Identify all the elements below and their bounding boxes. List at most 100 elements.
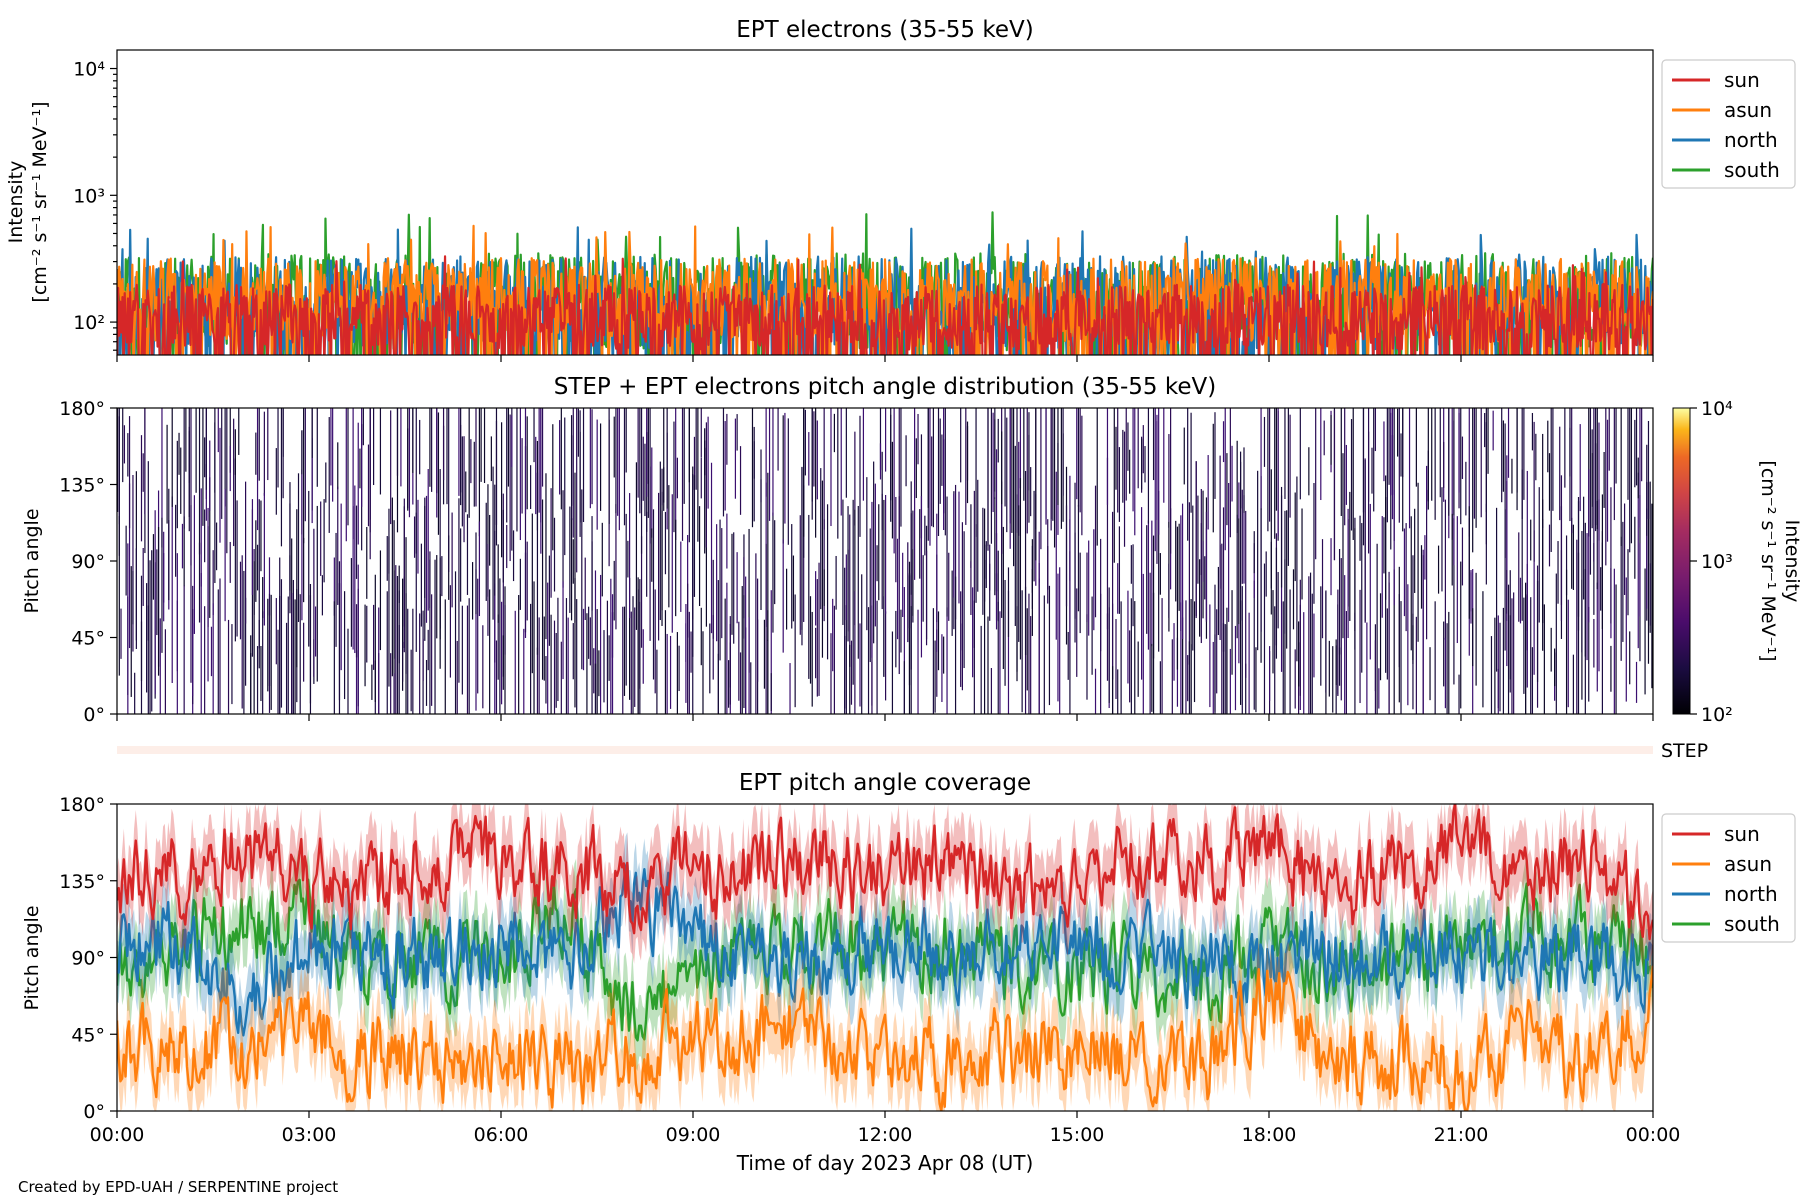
heatmap-cell bbox=[1100, 593, 1102, 714]
heatmap-cell bbox=[1364, 458, 1366, 623]
heatmap-cell bbox=[386, 591, 388, 714]
x-tick-label: 00:00 bbox=[1626, 1124, 1681, 1146]
heatmap-cell bbox=[734, 418, 737, 499]
heatmap-cell bbox=[1212, 641, 1214, 714]
heatmap-cell bbox=[975, 408, 977, 537]
heatmap-cell bbox=[480, 408, 482, 482]
heatmap-cell bbox=[1588, 606, 1590, 702]
heatmap-cell bbox=[1176, 526, 1179, 670]
heatmap-cell bbox=[340, 503, 342, 671]
heatmap-cell bbox=[333, 601, 335, 714]
heatmap-cell bbox=[922, 555, 924, 622]
heatmap-cell bbox=[255, 520, 257, 602]
heatmap-cell bbox=[436, 555, 438, 639]
heatmap-cell bbox=[234, 429, 236, 475]
heatmap-cell bbox=[1383, 517, 1385, 574]
heatmap-cell bbox=[803, 408, 805, 537]
heatmap-cell bbox=[632, 596, 634, 714]
heatmap-cell bbox=[1091, 596, 1093, 675]
x-tick-label: 09:00 bbox=[666, 1124, 721, 1146]
heatmap-cell bbox=[193, 495, 195, 634]
heatmap-cell bbox=[784, 412, 786, 524]
heatmap-cell bbox=[1019, 408, 1022, 489]
heatmap-cell bbox=[1067, 631, 1069, 680]
heatmap-cell bbox=[893, 408, 895, 554]
heatmap-cell bbox=[1434, 601, 1436, 714]
legend-box bbox=[1661, 813, 1796, 943]
heatmap-cell bbox=[209, 477, 211, 618]
heatmap-cell bbox=[287, 596, 289, 714]
heatmap-cell bbox=[983, 508, 986, 579]
heatmap-cell bbox=[524, 408, 527, 515]
heatmap-cell bbox=[1245, 510, 1247, 678]
heatmap-cell bbox=[770, 673, 772, 711]
heatmap-cell bbox=[1202, 540, 1204, 582]
heatmap-cell bbox=[1516, 408, 1518, 511]
heatmap-cell bbox=[664, 511, 667, 575]
heatmap-cell bbox=[813, 411, 815, 487]
legend-label-south: south bbox=[1724, 158, 1780, 182]
heatmap-cell bbox=[1002, 526, 1004, 670]
heatmap-cell bbox=[263, 492, 265, 626]
heatmap-cell bbox=[610, 578, 612, 714]
heatmap-cell bbox=[1333, 409, 1336, 561]
heatmap-cell bbox=[1180, 515, 1182, 631]
heatmap-cell bbox=[1096, 408, 1098, 546]
heatmap-cell bbox=[1197, 495, 1199, 584]
heatmap-cell bbox=[1593, 408, 1595, 562]
heatmap-cell bbox=[514, 610, 516, 714]
heatmap-cell bbox=[536, 647, 539, 714]
heatmap-cell bbox=[164, 629, 166, 714]
heatmap-cell bbox=[1077, 408, 1080, 507]
y-tick-label: 10⁴ bbox=[73, 59, 105, 81]
heatmap-cell bbox=[910, 606, 912, 714]
heatmap-cell bbox=[997, 601, 999, 714]
heatmap-cell bbox=[448, 408, 450, 572]
heatmap-cell bbox=[1426, 489, 1428, 640]
heatmap-cell bbox=[750, 662, 752, 714]
heatmap-cell bbox=[946, 496, 948, 617]
heatmap-cell bbox=[879, 408, 882, 470]
heatmap-cell bbox=[929, 408, 931, 546]
heatmap-cell bbox=[791, 524, 793, 629]
heatmap-cell bbox=[782, 539, 784, 653]
heatmap-cell bbox=[1596, 582, 1598, 692]
heatmap-cell bbox=[301, 469, 303, 621]
heatmap-cell bbox=[661, 468, 663, 506]
heatmap-cell bbox=[214, 408, 216, 584]
heatmap-cell bbox=[1079, 408, 1081, 513]
heatmap-cell bbox=[190, 505, 192, 683]
heatmap-cell bbox=[726, 413, 728, 465]
heatmap-cell bbox=[1289, 589, 1291, 714]
heatmap-cell bbox=[1504, 509, 1506, 651]
heatmap-cell bbox=[912, 549, 914, 616]
heatmap-cell bbox=[700, 408, 702, 458]
heatmap-cell bbox=[1374, 408, 1377, 452]
heatmap-cell bbox=[582, 608, 585, 671]
heatmap-cell bbox=[1347, 508, 1349, 638]
heatmap-cell bbox=[907, 542, 909, 643]
heatmap-cell bbox=[861, 574, 863, 714]
heatmap-cell bbox=[849, 644, 851, 714]
heatmap-cell bbox=[434, 559, 436, 714]
heatmap-cell bbox=[118, 516, 120, 676]
heatmap-cell bbox=[446, 408, 448, 505]
heatmap-cell bbox=[1557, 541, 1559, 604]
heatmap-cell bbox=[1593, 543, 1595, 615]
heatmap-cell bbox=[192, 623, 194, 697]
heatmap-cell bbox=[263, 411, 265, 496]
heatmap-cell bbox=[1550, 408, 1552, 552]
heatmap-cell bbox=[1615, 584, 1617, 714]
heatmap-cell bbox=[1047, 519, 1049, 604]
heatmap-cell bbox=[188, 431, 190, 518]
heatmap-cell bbox=[1623, 503, 1626, 595]
heatmap-cell bbox=[1393, 408, 1395, 541]
heatmap-cell bbox=[1637, 457, 1639, 499]
heatmap-cell bbox=[388, 536, 390, 574]
heatmap-cell bbox=[1243, 447, 1245, 513]
heatmap-cell bbox=[908, 561, 911, 714]
heatmap-cell bbox=[268, 557, 271, 616]
heatmap-cell bbox=[1260, 408, 1262, 510]
heatmap-cell bbox=[594, 663, 597, 714]
heatmap-cell bbox=[1577, 552, 1580, 714]
